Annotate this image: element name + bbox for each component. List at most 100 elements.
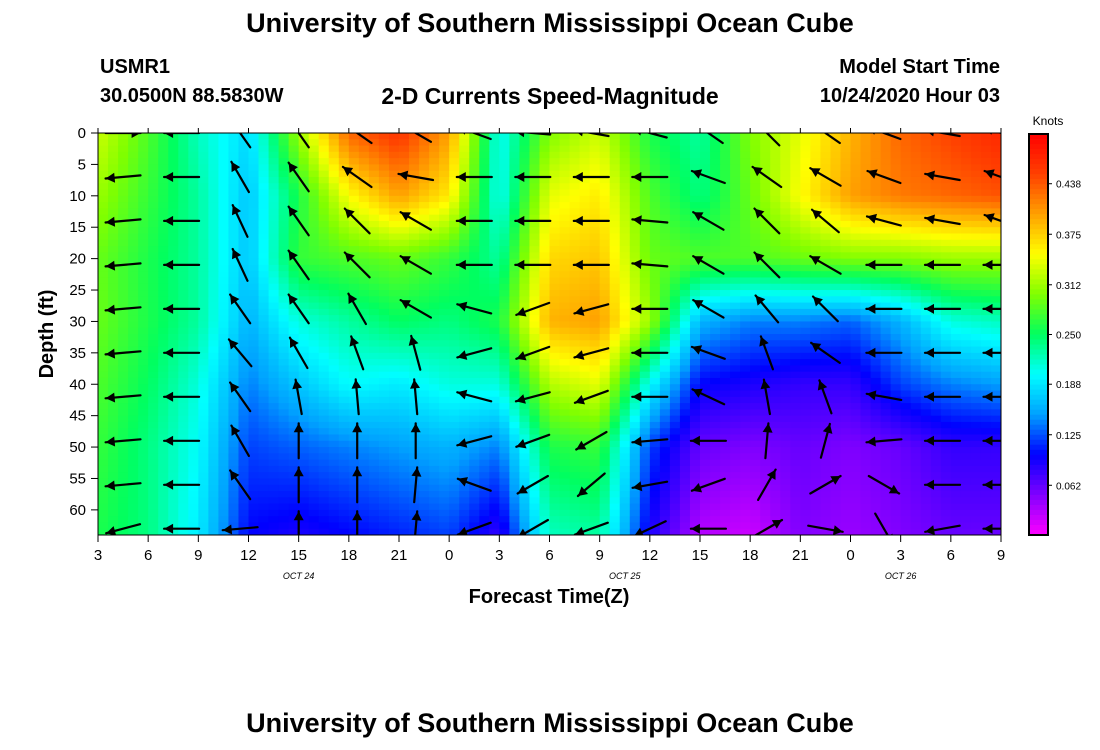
heatmap-cell bbox=[298, 465, 310, 473]
heatmap-cell bbox=[218, 365, 230, 373]
heatmap-cell bbox=[188, 371, 199, 379]
heatmap-cell bbox=[589, 227, 601, 235]
heatmap-cell bbox=[328, 170, 340, 178]
heatmap-cell bbox=[579, 258, 591, 266]
heatmap-cell bbox=[770, 321, 781, 329]
heatmap-cell bbox=[248, 472, 260, 480]
heatmap-cell bbox=[338, 396, 350, 404]
heatmap-cell bbox=[920, 371, 932, 379]
heatmap-cell bbox=[328, 315, 340, 323]
heatmap-cell bbox=[168, 189, 179, 197]
heatmap-cell bbox=[770, 158, 781, 166]
heatmap-cell bbox=[298, 139, 310, 147]
heatmap-cell bbox=[348, 377, 360, 385]
heatmap-cell bbox=[368, 220, 380, 228]
heatmap-cell bbox=[128, 227, 139, 235]
heatmap-cell bbox=[419, 183, 430, 191]
heatmap-cell bbox=[388, 352, 400, 360]
heatmap-cell bbox=[780, 459, 791, 467]
heatmap-cell bbox=[489, 164, 500, 172]
heatmap-cell bbox=[619, 277, 631, 285]
heatmap-cell bbox=[689, 283, 701, 291]
heatmap-cell bbox=[750, 434, 761, 442]
heatmap-cell bbox=[168, 233, 179, 241]
heatmap-cell bbox=[238, 264, 250, 272]
heatmap-cell bbox=[218, 465, 230, 473]
heatmap-cell bbox=[659, 233, 671, 241]
heatmap-cell bbox=[900, 277, 912, 285]
heatmap-cell bbox=[710, 271, 721, 279]
heatmap-cell bbox=[419, 308, 430, 316]
heatmap-cell bbox=[248, 352, 260, 360]
heatmap-cell bbox=[840, 365, 852, 373]
heatmap-cell bbox=[940, 377, 952, 385]
heatmap-cell bbox=[539, 428, 551, 436]
heatmap-cell bbox=[559, 252, 571, 260]
heatmap-cell bbox=[388, 421, 400, 429]
heatmap-cell bbox=[700, 158, 711, 166]
heatmap-cell bbox=[489, 403, 500, 410]
heatmap-cell bbox=[780, 264, 791, 272]
heatmap-cell bbox=[990, 164, 1001, 172]
heatmap-cell bbox=[760, 158, 771, 166]
heatmap-cell bbox=[679, 176, 691, 184]
heatmap-cell bbox=[649, 447, 661, 454]
heatmap-cell bbox=[910, 384, 922, 392]
heatmap-cell bbox=[710, 409, 721, 417]
heatmap-cell bbox=[459, 327, 470, 335]
heatmap-cell bbox=[298, 220, 310, 228]
heatmap-cell bbox=[990, 340, 1001, 348]
heatmap-cell bbox=[258, 346, 270, 354]
heatmap-cell bbox=[298, 384, 310, 392]
heatmap-cell bbox=[449, 290, 460, 297]
heatmap-cell bbox=[619, 352, 631, 360]
heatmap-cell bbox=[278, 183, 290, 191]
heatmap-cell bbox=[870, 377, 882, 385]
heatmap-cell bbox=[318, 459, 330, 467]
heatmap-cell bbox=[930, 352, 942, 360]
heatmap-cell bbox=[980, 158, 992, 166]
heatmap-cell bbox=[629, 145, 641, 153]
heatmap-cell bbox=[378, 459, 390, 467]
heatmap-cell bbox=[368, 465, 380, 473]
heatmap-cell bbox=[499, 447, 510, 454]
heatmap-cell bbox=[439, 447, 450, 454]
heatmap-cell bbox=[840, 346, 852, 354]
heatmap-cell bbox=[870, 409, 882, 417]
heatmap-cell bbox=[529, 151, 541, 159]
heatmap-cell bbox=[399, 409, 410, 417]
heatmap-cell bbox=[679, 277, 691, 285]
heatmap-cell bbox=[930, 472, 942, 480]
heatmap-cell bbox=[609, 409, 621, 417]
heatmap-cell bbox=[760, 139, 771, 147]
heatmap-cell bbox=[128, 176, 139, 184]
heatmap-cell bbox=[479, 158, 490, 166]
heatmap-cell bbox=[669, 151, 681, 159]
heatmap-cell bbox=[288, 214, 300, 222]
heatmap-cell bbox=[609, 415, 621, 423]
heatmap-cell bbox=[509, 139, 520, 147]
heatmap-cell bbox=[479, 233, 490, 241]
heatmap-cell bbox=[459, 447, 470, 454]
heatmap-cell bbox=[579, 208, 591, 216]
heatmap-cell bbox=[609, 133, 621, 140]
heatmap-cell bbox=[298, 428, 310, 436]
heatmap-cell bbox=[338, 315, 350, 323]
heatmap-cell bbox=[669, 214, 681, 222]
heatmap-cell bbox=[449, 447, 460, 454]
heatmap-cell bbox=[559, 139, 571, 147]
heatmap-cell bbox=[409, 189, 420, 197]
heatmap-cell bbox=[910, 434, 922, 442]
heatmap-cell bbox=[348, 139, 360, 147]
heatmap-cell bbox=[870, 220, 882, 228]
heatmap-cell bbox=[198, 133, 209, 140]
heatmap-cell bbox=[419, 371, 430, 379]
heatmap-cell bbox=[619, 415, 631, 423]
heatmap-cell bbox=[639, 283, 651, 291]
heatmap-cell bbox=[970, 170, 982, 178]
heatmap-cell bbox=[730, 365, 741, 373]
heatmap-cell bbox=[108, 365, 119, 373]
heatmap-cell bbox=[790, 459, 801, 467]
heatmap-cell bbox=[910, 396, 922, 404]
heatmap-cell bbox=[850, 352, 862, 360]
